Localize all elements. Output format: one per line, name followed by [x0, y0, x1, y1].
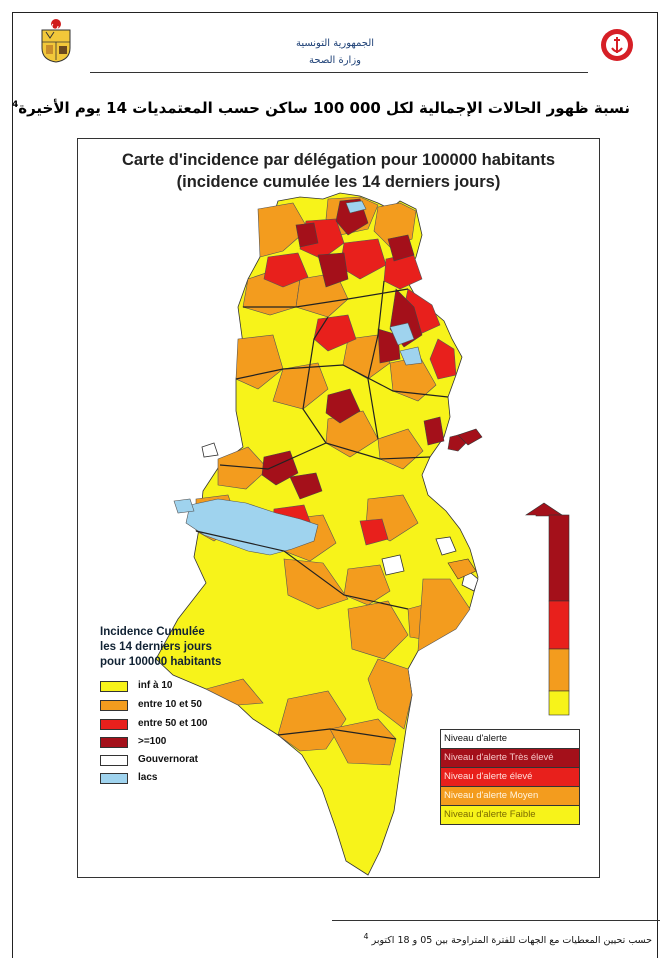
- footnote: حسب تحيين المعطيات مع الجهات للفترة المت…: [363, 932, 652, 947]
- islands: [447, 428, 483, 580]
- legend-title: Incidence Cumulée les 14 derniers jours …: [100, 625, 221, 670]
- alert-row-very-high: Niveau d'alerte Très élevé: [440, 749, 580, 768]
- alert-scale-low: [548, 690, 570, 716]
- footnote-divider: [332, 920, 660, 921]
- ministry-logo-icon: [601, 29, 633, 61]
- gouvernorat-white-areas: [201, 442, 479, 592]
- tunisia-emblem-icon: [41, 19, 71, 63]
- legend-swatch: [100, 773, 128, 784]
- map-title-line1: Carte d'incidence par délégation pour 10…: [121, 151, 556, 169]
- header-ministry: وزارة الصحة: [309, 55, 361, 66]
- legend-swatch: [100, 681, 128, 692]
- legend-label: Gouvernorat: [138, 754, 199, 765]
- legend-title-line2: les 14 derniers jours: [100, 641, 212, 653]
- legend-label: entre 50 et 100: [138, 718, 208, 729]
- legend-title-line3: pour 100000 habitants: [100, 656, 222, 668]
- alert-row-medium: Niveau d'alerte Moyen: [440, 787, 580, 806]
- legend-swatch: [100, 755, 128, 766]
- alert-scale-medium: [548, 648, 570, 692]
- page-border: [12, 12, 658, 958]
- alert-row-low: Niveau d'alerte Faible: [440, 806, 580, 825]
- alert-row-high: Niveau d'alerte élevé: [440, 768, 580, 787]
- page-header: الجمهورية التونسية وزارة الصحة: [22, 16, 648, 76]
- alert-header: Niveau d'alerte: [440, 729, 580, 749]
- header-country: الجمهورية التونسية: [295, 38, 375, 49]
- alert-scale-arrow: [525, 502, 570, 716]
- legend-swatch: [100, 737, 128, 748]
- header-divider: [90, 72, 588, 73]
- alert-scale-high: [548, 600, 570, 650]
- legend-label: entre 10 et 50: [138, 699, 202, 710]
- legend-swatch: [100, 719, 128, 730]
- legend-label: >=100: [138, 736, 167, 747]
- legend-label: inf à 10: [138, 680, 173, 691]
- alert-level-table: Niveau d'alerte Niveau d'alerte Très éle…: [440, 729, 580, 825]
- map-figure: Carte d'incidence par délégation pour 10…: [77, 138, 600, 878]
- tunisia-map: [155, 192, 570, 876]
- map-title-line2: (incidence cumulée les 14 derniers jours…: [176, 173, 501, 191]
- legend-label: lacs: [138, 772, 158, 783]
- lakes: [173, 200, 423, 556]
- governorate-boundaries: [195, 280, 449, 740]
- legend-swatch: [100, 700, 128, 711]
- alert-scale-very-high: [548, 514, 570, 602]
- legend-title-line1: Incidence Cumulée: [100, 626, 205, 638]
- page-title: نسبة ظهور الحالات الإجمالية لكل 000 100 …: [11, 99, 630, 117]
